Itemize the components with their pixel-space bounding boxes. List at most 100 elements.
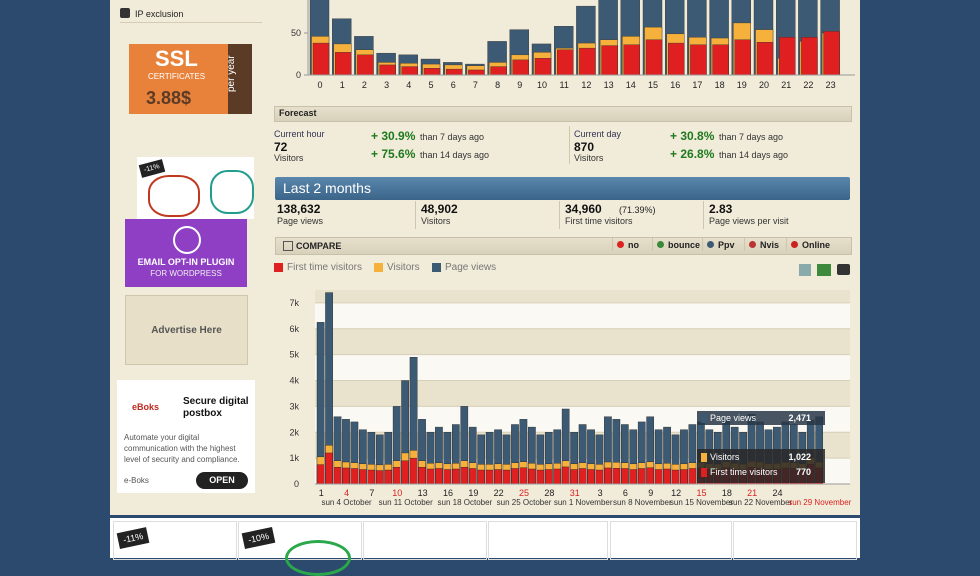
x-tick-label: 21 xyxy=(747,488,757,498)
day-value: 870 xyxy=(574,140,595,154)
x-tick-label: 12 xyxy=(671,488,681,498)
bar xyxy=(511,468,519,485)
bar xyxy=(801,37,818,76)
bar xyxy=(490,66,507,76)
compare-title: COMPARE xyxy=(296,241,342,251)
bar xyxy=(534,58,552,76)
bar xyxy=(612,468,621,485)
plugin-icon xyxy=(173,226,201,254)
compare-button[interactable] xyxy=(744,238,784,251)
bar xyxy=(392,466,401,485)
week-label: sun 1 November xyxy=(554,498,613,507)
bar xyxy=(528,468,536,485)
x-tick-label: 7 xyxy=(473,80,478,90)
stat-label: Page views xyxy=(277,216,324,226)
x-tick-label: 1 xyxy=(319,488,324,498)
y-tick-label: 4k xyxy=(289,376,299,386)
x-tick-label: 10 xyxy=(392,488,402,498)
separator xyxy=(559,201,560,229)
bar xyxy=(367,469,376,485)
compare-button[interactable] xyxy=(612,238,650,251)
bar xyxy=(690,44,707,76)
ssl-title: SSL xyxy=(155,46,198,71)
week-label: sun 22 November xyxy=(729,498,792,507)
bar xyxy=(451,468,460,485)
bar xyxy=(553,468,562,485)
menu-item[interactable]: IP exclusion xyxy=(135,9,184,19)
ssl-side xyxy=(228,44,252,114)
bar xyxy=(445,68,463,76)
bar xyxy=(512,59,530,76)
y-tick-label: 2k xyxy=(289,427,299,437)
x-tick-label: 13 xyxy=(604,80,614,90)
button-icon xyxy=(791,241,798,248)
button-label: no xyxy=(628,240,639,250)
tooltip-swatch xyxy=(701,414,707,423)
week-label: sun 18 October xyxy=(438,498,493,507)
bar xyxy=(357,54,374,76)
compare-button[interactable] xyxy=(652,238,700,251)
icon xyxy=(120,8,130,18)
bar xyxy=(401,460,409,485)
separator xyxy=(120,22,262,23)
bar xyxy=(334,52,352,76)
x-tick-label: 7 xyxy=(369,488,374,498)
bar xyxy=(519,467,528,485)
chart-type-icon[interactable] xyxy=(817,264,831,276)
bar xyxy=(502,469,511,485)
x-tick-label: 22 xyxy=(803,80,813,90)
button-icon xyxy=(707,241,714,248)
x-tick-label: 5 xyxy=(428,80,433,90)
stat-value: 34,960 xyxy=(565,202,602,216)
bar xyxy=(623,44,640,76)
bar xyxy=(595,469,604,485)
cable-image xyxy=(210,170,254,214)
x-tick-label: 12 xyxy=(581,80,591,90)
legend-label: Visitors xyxy=(387,262,420,273)
tooltip-value: 770 xyxy=(795,467,811,477)
separator xyxy=(415,201,416,229)
camera-icon[interactable] xyxy=(837,264,850,275)
week-label: sun 15 November xyxy=(670,498,733,507)
compare-button[interactable] xyxy=(702,238,742,251)
y-tick-label: 1k xyxy=(289,453,299,463)
chart-type-icon[interactable] xyxy=(799,264,811,276)
y-tick-label: 6k xyxy=(289,324,299,334)
x-tick-label: 11 xyxy=(560,80,569,90)
bar xyxy=(401,66,419,76)
cable-image xyxy=(148,175,200,217)
bar xyxy=(316,464,325,485)
x-tick-label: 15 xyxy=(696,488,706,498)
bar xyxy=(477,469,486,485)
eboks-text: Automate your digital communication with… xyxy=(124,433,240,464)
bar xyxy=(823,31,840,76)
product-ad[interactable] xyxy=(733,521,857,560)
bar xyxy=(734,39,751,76)
compare-button[interactable] xyxy=(786,238,834,251)
ssl-period: per year xyxy=(226,55,237,92)
y-tick-label: 7k xyxy=(289,298,299,308)
x-tick-label: 28 xyxy=(544,488,554,498)
cable-image xyxy=(285,540,351,576)
x-tick-label: 4 xyxy=(406,80,411,90)
week-label: sun 25 October xyxy=(497,498,552,507)
bar xyxy=(712,44,729,76)
x-tick-label: 19 xyxy=(737,80,747,90)
x-tick-label: 21 xyxy=(781,80,791,90)
open-button[interactable]: OPEN xyxy=(196,472,248,489)
product-ad[interactable] xyxy=(363,521,487,560)
tooltip-name: Visitors xyxy=(710,452,740,462)
forecast-header xyxy=(274,106,852,122)
bar xyxy=(587,469,595,485)
y-tick-label: 5k xyxy=(289,350,299,360)
bar xyxy=(629,469,638,485)
change-text: than 14 days ago xyxy=(719,150,789,160)
change-text: than 7 days ago xyxy=(719,132,784,142)
bar xyxy=(604,467,612,485)
x-tick-label: 19 xyxy=(468,488,478,498)
product-ad[interactable] xyxy=(488,521,608,560)
advertise-box[interactable]: Advertise Here xyxy=(125,295,248,365)
bar xyxy=(443,469,452,485)
tooltip-bg xyxy=(697,449,825,483)
product-ad[interactable] xyxy=(610,521,732,560)
